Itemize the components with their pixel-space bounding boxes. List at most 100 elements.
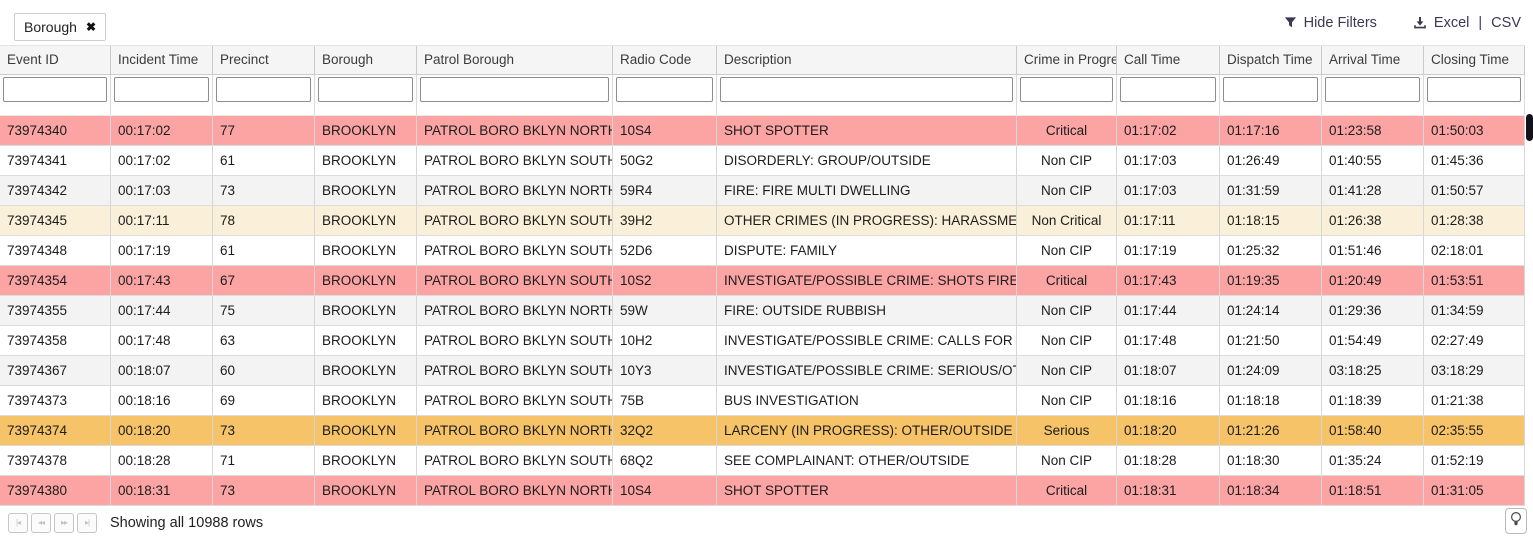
cell-description[interactable]: LARCENY (IN PROGRESS): OTHER/OUTSIDE	[717, 416, 1017, 445]
cell-precinct[interactable]: 78	[213, 206, 315, 235]
cell-borough[interactable]: BROOKLYN	[315, 206, 417, 235]
column-header-description[interactable]: Description	[717, 46, 1017, 74]
cell-dispatch-time[interactable]: 01:26:49	[1220, 146, 1322, 175]
cell-precinct[interactable]: 71	[213, 446, 315, 475]
cell-crime-in-progress[interactable]: Non CIP	[1017, 176, 1117, 205]
column-header-patrol-borough[interactable]: Patrol Borough	[417, 46, 613, 74]
cell-description[interactable]: INVESTIGATE/POSSIBLE CRIME: SERIOUS/OTHE…	[717, 356, 1017, 385]
last-page-button[interactable]: ▸|	[77, 512, 97, 533]
cell-arrival-time[interactable]: 01:40:55	[1322, 146, 1424, 175]
cell-crime-in-progress[interactable]: Critical	[1017, 116, 1117, 145]
cell-dispatch-time[interactable]: 01:18:18	[1220, 386, 1322, 415]
table-row[interactable]: 73974345 00:17:11 78 BROOKLYN PATROL BORO BK…	[0, 206, 1525, 236]
cell-incident-time[interactable]: 00:18:28	[111, 446, 213, 475]
cell-crime-in-progress[interactable]: Serious	[1017, 416, 1117, 445]
table-row[interactable]: 73974367 00:18:07 60 BROOKLYN PATROL BORO BK…	[0, 356, 1525, 386]
cell-description[interactable]: DISPUTE: FAMILY	[717, 236, 1017, 265]
cell-arrival-time[interactable]: 01:18:51	[1322, 476, 1424, 505]
table-row[interactable]: 73974373 00:18:16 69 BROOKLYN PATROL BORO BK…	[0, 386, 1525, 416]
cell-borough[interactable]: BROOKLYN	[315, 296, 417, 325]
cell-event-id[interactable]: 73974373	[0, 386, 111, 415]
cell-borough[interactable]: BROOKLYN	[315, 446, 417, 475]
cell-event-id[interactable]: 73974374	[0, 416, 111, 445]
cell-closing-time[interactable]: 01:50:03	[1424, 116, 1525, 145]
cell-description[interactable]: DISORDERLY: GROUP/OUTSIDE	[717, 146, 1017, 175]
cell-patrol-borough[interactable]: PATROL BORO BKLYN SOUTH	[417, 206, 613, 235]
cell-arrival-time[interactable]: 01:58:40	[1322, 416, 1424, 445]
lightbulb-button[interactable]	[1505, 508, 1527, 534]
filter-input-call-time[interactable]	[1120, 77, 1216, 102]
cell-incident-time[interactable]: 00:18:16	[111, 386, 213, 415]
cell-dispatch-time[interactable]: 01:19:35	[1220, 266, 1322, 295]
cell-radio-code[interactable]: 75B	[613, 386, 717, 415]
cell-dispatch-time[interactable]: 01:17:16	[1220, 116, 1322, 145]
cell-crime-in-progress[interactable]: Non CIP	[1017, 446, 1117, 475]
cell-borough[interactable]: BROOKLYN	[315, 476, 417, 505]
filter-input-radio-code[interactable]	[616, 77, 713, 102]
filter-input-precinct[interactable]	[216, 77, 311, 102]
cell-call-time[interactable]: 01:17:11	[1117, 206, 1220, 235]
export-csv-link[interactable]: CSV	[1491, 14, 1521, 31]
cell-dispatch-time[interactable]: 01:21:26	[1220, 416, 1322, 445]
cell-call-time[interactable]: 01:17:03	[1117, 146, 1220, 175]
cell-patrol-borough[interactable]: PATROL BORO BKLYN SOUTH	[417, 236, 613, 265]
cell-event-id[interactable]: 73974340	[0, 116, 111, 145]
cell-radio-code[interactable]: 10S4	[613, 476, 717, 505]
cell-call-time[interactable]: 01:18:31	[1117, 476, 1220, 505]
filter-input-borough[interactable]	[318, 77, 413, 102]
cell-radio-code[interactable]: 59R4	[613, 176, 717, 205]
cell-call-time[interactable]: 01:18:20	[1117, 416, 1220, 445]
cell-arrival-time[interactable]: 01:41:28	[1322, 176, 1424, 205]
cell-description[interactable]: SHOT SPOTTER	[717, 116, 1017, 145]
cell-crime-in-progress[interactable]: Non CIP	[1017, 236, 1117, 265]
cell-event-id[interactable]: 73974367	[0, 356, 111, 385]
cell-patrol-borough[interactable]: PATROL BORO BKLYN NORTH	[417, 416, 613, 445]
table-row[interactable]: 73974341 00:17:02 61 BROOKLYN PATROL BORO BK…	[0, 146, 1525, 176]
cell-closing-time[interactable]: 01:28:38	[1424, 206, 1525, 235]
cell-closing-time[interactable]: 01:21:38	[1424, 386, 1525, 415]
cell-event-id[interactable]: 73974378	[0, 446, 111, 475]
cell-event-id[interactable]: 73974354	[0, 266, 111, 295]
cell-borough[interactable]: BROOKLYN	[315, 386, 417, 415]
column-header-crime-in-progress[interactable]: Crime in Progre...	[1017, 46, 1117, 74]
cell-incident-time[interactable]: 00:17:11	[111, 206, 213, 235]
cell-arrival-time[interactable]: 01:54:49	[1322, 326, 1424, 355]
column-header-arrival-time[interactable]: Arrival Time	[1322, 46, 1424, 74]
cell-precinct[interactable]: 60	[213, 356, 315, 385]
cell-patrol-borough[interactable]: PATROL BORO BKLYN NORTH	[417, 116, 613, 145]
cell-description[interactable]: FIRE: FIRE MULTI DWELLING	[717, 176, 1017, 205]
cell-precinct[interactable]: 73	[213, 476, 315, 505]
column-header-call-time[interactable]: Call Time	[1117, 46, 1220, 74]
cell-incident-time[interactable]: 00:18:20	[111, 416, 213, 445]
cell-incident-time[interactable]: 00:17:03	[111, 176, 213, 205]
cell-description[interactable]: OTHER CRIMES (IN PROGRESS): HARASSMENT/O…	[717, 206, 1017, 235]
cell-radio-code[interactable]: 10Y3	[613, 356, 717, 385]
table-row[interactable]: 73974354 00:17:43 67 BROOKLYN PATROL BORO BK…	[0, 266, 1525, 296]
scrollbar-thumb[interactable]	[1526, 114, 1533, 141]
cell-arrival-time[interactable]: 01:23:58	[1322, 116, 1424, 145]
cell-borough[interactable]: BROOKLYN	[315, 356, 417, 385]
cell-precinct[interactable]: 61	[213, 236, 315, 265]
table-row[interactable]: 73974355 00:17:44 75 BROOKLYN PATROL BORO BK…	[0, 296, 1525, 326]
cell-crime-in-progress[interactable]: Non CIP	[1017, 386, 1117, 415]
cell-event-id[interactable]: 73974380	[0, 476, 111, 505]
cell-precinct[interactable]: 69	[213, 386, 315, 415]
cell-precinct[interactable]: 73	[213, 416, 315, 445]
cell-dispatch-time[interactable]: 01:18:15	[1220, 206, 1322, 235]
cell-closing-time[interactable]: 01:34:59	[1424, 296, 1525, 325]
cell-crime-in-progress[interactable]: Non CIP	[1017, 356, 1117, 385]
cell-description[interactable]: FIRE: OUTSIDE RUBBISH	[717, 296, 1017, 325]
first-page-button[interactable]: |◂	[8, 512, 28, 533]
cell-event-id[interactable]: 73974342	[0, 176, 111, 205]
cell-patrol-borough[interactable]: PATROL BORO BKLYN SOUTH	[417, 356, 613, 385]
cell-incident-time[interactable]: 00:17:19	[111, 236, 213, 265]
cell-borough[interactable]: BROOKLYN	[315, 146, 417, 175]
cell-radio-code[interactable]: 68Q2	[613, 446, 717, 475]
cell-patrol-borough[interactable]: PATROL BORO BKLYN SOUTH	[417, 146, 613, 175]
cell-precinct[interactable]: 63	[213, 326, 315, 355]
group-chip-borough[interactable]: Borough ✖	[14, 13, 106, 41]
cell-description[interactable]: INVESTIGATE/POSSIBLE CRIME: CALLS FOR HE…	[717, 326, 1017, 355]
cell-call-time[interactable]: 01:17:43	[1117, 266, 1220, 295]
cell-closing-time[interactable]: 02:27:49	[1424, 326, 1525, 355]
cell-closing-time[interactable]: 01:52:19	[1424, 446, 1525, 475]
